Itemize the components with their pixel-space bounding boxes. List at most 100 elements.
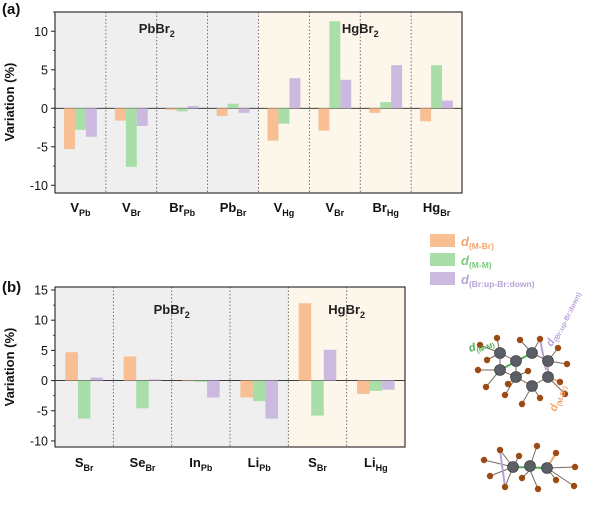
group-title: HgBr2 [342, 21, 379, 39]
molecule-label: d(M-M) [467, 336, 495, 357]
category-main: V [70, 200, 79, 215]
y-tick-label: 0 [41, 374, 48, 388]
bar-d-m-m [227, 103, 239, 109]
br-atom [474, 366, 482, 374]
category-sub: Br [317, 463, 327, 473]
category-sub: Br [145, 463, 155, 473]
bar-d-br-br [289, 78, 301, 109]
bar-d-m-m [369, 380, 383, 391]
category-main: V [122, 200, 131, 215]
bar-d-m-br [318, 108, 330, 131]
group-title-main: HgBr [328, 302, 360, 317]
bar-d-br-br [187, 105, 199, 109]
bar-d-m-br [182, 380, 195, 382]
y-tick-label: 5 [41, 63, 48, 77]
metal-atom [542, 371, 554, 383]
bar-d-br-br [340, 79, 352, 109]
group-shade-0 [55, 12, 259, 193]
legend-subscript: (M-Br) [469, 241, 494, 251]
legend: d (M-Br) d(M-M) d(Br:up-Br:down) [430, 234, 535, 289]
y-tick-label: -5 [37, 140, 48, 154]
br-atom [486, 472, 494, 480]
br-atom [536, 394, 544, 402]
category-label: VBr [122, 200, 141, 218]
category-label: SBr [308, 455, 327, 473]
metal-atom [494, 347, 506, 359]
structure-illustration: d(M-M) d(Br:up-Br:down)d(M-Br) [467, 291, 583, 493]
metal-atom [494, 364, 506, 376]
category-sub: Hg [282, 208, 294, 218]
br-atom [493, 334, 501, 342]
bar-d-m-br [298, 303, 312, 381]
bar-d-m-br [114, 108, 126, 121]
category-sub: Pb [259, 463, 271, 473]
bar-d-br-br [136, 108, 148, 126]
bar-d-m-br [64, 108, 75, 150]
category-main: Se [130, 455, 146, 470]
bar-d-m-m [252, 380, 266, 402]
category-label: VPb [70, 200, 91, 218]
category-label: VHg [274, 200, 295, 218]
category-main: Pb [220, 200, 237, 215]
br-atom [476, 341, 484, 349]
y-tick-label: 15 [34, 284, 48, 298]
category-main: Li [364, 455, 376, 470]
bar-d-m-m [194, 380, 208, 382]
legend-letter: d [461, 272, 470, 287]
group-title: PbBr2 [154, 302, 190, 320]
br-atom [554, 344, 562, 352]
br-atom [536, 335, 544, 343]
category-main: Hg [423, 200, 440, 215]
bond [529, 469, 539, 490]
d-br-br-marker [499, 449, 506, 488]
y-axis-label: Variation (%) [2, 63, 17, 142]
y-tick-label: 5 [41, 344, 48, 358]
bar-d-m-m [380, 102, 392, 109]
br-atom [480, 456, 488, 464]
plot-frame [54, 11, 463, 194]
panel-label: (b) [2, 279, 21, 296]
category-label: VBr [325, 200, 344, 218]
category-main: S [308, 455, 317, 470]
br-atom [515, 452, 523, 460]
bar-d-br-br [265, 380, 278, 419]
category-main: Br [372, 200, 386, 215]
br-atom [533, 442, 541, 450]
molecule-sub: (Br:up-Br:down) [553, 291, 583, 343]
legend-subscript: (M-M) [469, 260, 492, 270]
category-label: BrPb [169, 200, 195, 218]
group-title-main: PbBr [139, 21, 170, 36]
br-atom [552, 476, 560, 484]
molecule-letter: d [544, 337, 558, 349]
br-atom [483, 356, 491, 364]
metal-atom [526, 347, 538, 359]
category-sub: Br [334, 208, 344, 218]
y-tick-label: -10 [30, 434, 48, 448]
br-atom [496, 446, 504, 454]
bar-d-br-br [238, 108, 250, 113]
br-atom [504, 380, 512, 388]
bar-d-br-br [90, 377, 103, 381]
category-label: PbBr [220, 200, 247, 218]
bar-d-m-m [311, 380, 324, 416]
category-main: V [325, 200, 334, 215]
category-label: SeBr [130, 455, 156, 473]
y-tick-label: -10 [30, 179, 48, 193]
bar-d-m-m [329, 21, 341, 109]
category-sub: Br [236, 208, 246, 218]
category-label: LiPb [248, 455, 272, 473]
bar-d-br-br [207, 380, 220, 398]
y-tick-label: 10 [34, 314, 48, 328]
br-atom [482, 383, 490, 391]
bar-d-m-m [278, 108, 290, 124]
metal-atom [510, 355, 522, 367]
legend-label: d(Br:up-Br:down) [461, 272, 535, 289]
category-main: Li [248, 455, 260, 470]
metal-atom [507, 461, 519, 473]
bar-d-m-br [165, 108, 177, 110]
legend-label: d(M-M) [461, 253, 492, 270]
legend-swatch [430, 253, 455, 266]
br-atom [571, 463, 579, 471]
